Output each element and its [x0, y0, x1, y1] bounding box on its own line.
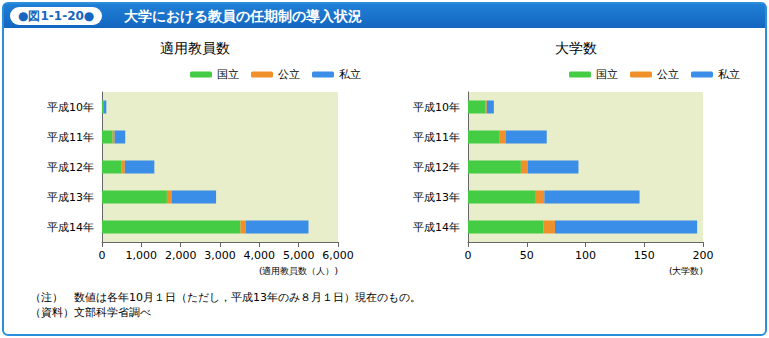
svg-text:0: 0: [99, 249, 106, 262]
svg-text:平成13年: 平成13年: [47, 191, 94, 204]
svg-text:大学数: 大学数: [555, 40, 597, 56]
svg-text:200: 200: [693, 249, 714, 262]
svg-text:平成12年: 平成12年: [413, 161, 460, 174]
svg-text:私立: 私立: [339, 68, 361, 81]
svg-text:150: 150: [634, 249, 655, 262]
svg-text:公立: 公立: [278, 68, 300, 81]
svg-text:3,000: 3,000: [204, 249, 236, 262]
svg-text:(適用教員数（人）): (適用教員数（人）): [259, 266, 338, 276]
html-text:（資料）文部科学省調べ: （資料）文部科学省調べ: [30, 306, 151, 319]
svg-text:1,000: 1,000: [126, 249, 158, 262]
svg-text:平成10年: 平成10年: [413, 101, 460, 114]
svg-text:平成12年: 平成12年: [47, 161, 94, 174]
svg-text:国立: 国立: [596, 68, 618, 81]
svg-text:国立: 国立: [217, 68, 239, 81]
svg-text:100: 100: [575, 249, 596, 262]
svg-text:私立: 私立: [718, 68, 740, 81]
svg-text:平成10年: 平成10年: [47, 101, 94, 114]
html-text:大学における教員の任期制の導入状況: 大学における教員の任期制の導入状況: [124, 8, 362, 24]
svg-text:平成11年: 平成11年: [413, 131, 460, 144]
html-text:（注） 数値は各年10月１日（ただし，平成13年のみ８月１日: （注） 数値は各年10月１日（ただし，平成13年のみ８月１日）現在のもの。: [30, 291, 421, 304]
svg-text:0: 0: [465, 249, 472, 262]
svg-text:(大学数): (大学数): [669, 266, 703, 276]
svg-text:5,000: 5,000: [283, 249, 315, 262]
svg-text:50: 50: [520, 249, 534, 262]
svg-text:平成11年: 平成11年: [47, 131, 94, 144]
svg-text:2,000: 2,000: [165, 249, 197, 262]
svg-text:4,000: 4,000: [244, 249, 276, 262]
svg-text:平成13年: 平成13年: [413, 191, 460, 204]
html-text:●図1-1-20●: ●図1-1-20●: [18, 9, 95, 23]
svg-text:公立: 公立: [657, 68, 679, 81]
svg-text:平成14年: 平成14年: [47, 221, 94, 234]
svg-text:6,000: 6,000: [322, 249, 354, 262]
svg-text:適用教員数: 適用教員数: [160, 40, 230, 56]
svg-text:平成14年: 平成14年: [413, 221, 460, 234]
